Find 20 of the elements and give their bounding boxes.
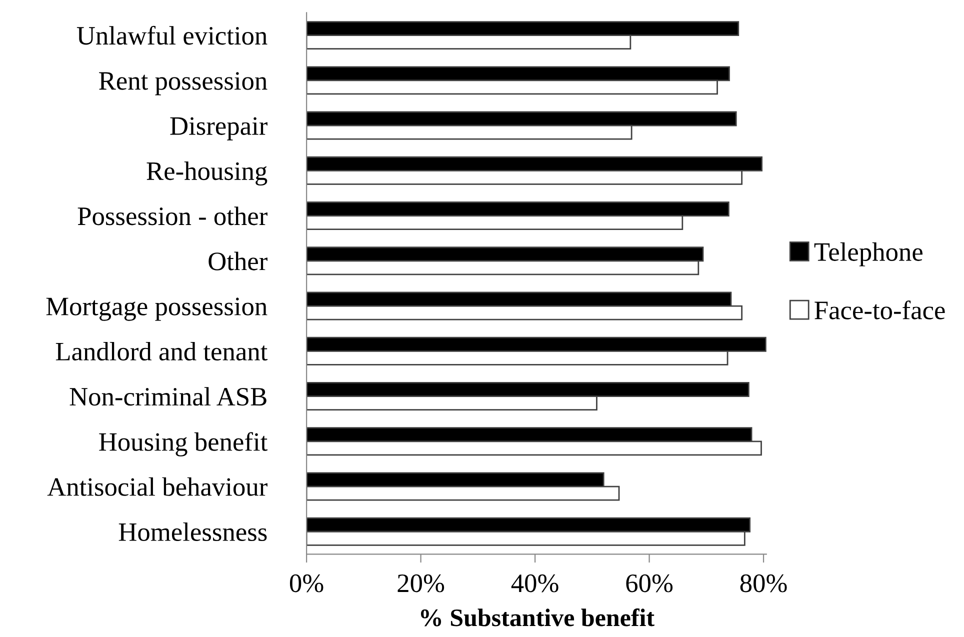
y-tick-label: Unlawful eviction bbox=[76, 26, 268, 45]
x-tick-label: 0% bbox=[290, 574, 324, 592]
y-tick-label: Other bbox=[208, 252, 268, 270]
y-tick-label: Non-criminal ASB bbox=[70, 387, 266, 406]
y-tick-label: Mortgage possession bbox=[46, 298, 268, 321]
y-tick-label: Re-housing bbox=[146, 162, 268, 186]
y-tick-label: Rent possession bbox=[99, 72, 268, 96]
legend-label: Face-to-face bbox=[814, 300, 945, 320]
y-tick-label: Disrepair bbox=[170, 117, 268, 140]
y-tick-label: Landlord and tenant bbox=[56, 342, 268, 361]
x-tick-label: 20% bbox=[398, 574, 444, 592]
y-tick-label: Antisocial behaviour bbox=[47, 477, 268, 496]
y-tick-label: Possession - other bbox=[78, 206, 268, 226]
x-tick-label: 60% bbox=[626, 574, 673, 592]
x-axis-title: % Substantive benefit bbox=[420, 608, 654, 626]
y-tick-label: Homelessness bbox=[118, 522, 267, 542]
x-tick-label: 80% bbox=[740, 574, 787, 592]
y-tick-label: Housing benefit bbox=[99, 432, 268, 456]
legend-label: Telephone bbox=[814, 242, 922, 266]
x-tick-label: 40% bbox=[511, 574, 558, 592]
